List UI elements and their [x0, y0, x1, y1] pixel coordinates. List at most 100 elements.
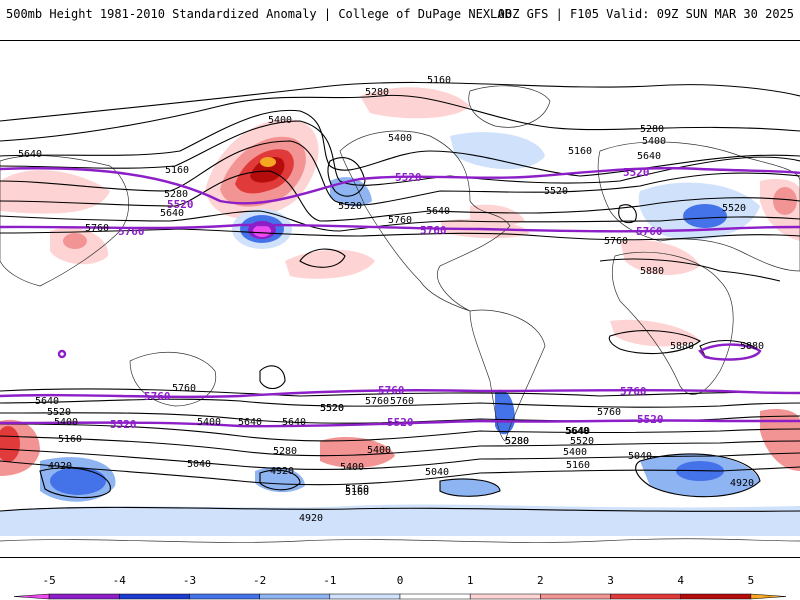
- contour-line: [0, 398, 800, 408]
- model-run-info: 00Z GFS | F105 Valid: 09Z SUN MAR 30 202…: [497, 7, 794, 21]
- colorbar-segment: [259, 593, 331, 600]
- contour-label: 4920: [299, 513, 323, 524]
- contour-label: 5400: [197, 417, 221, 428]
- purple-contour-label: 5760: [378, 384, 405, 397]
- contour-label: 5640: [566, 426, 590, 437]
- contour-label: 4920: [730, 478, 754, 489]
- colorbar-svg: -5 -4 -3 -2 -1 0 1 2 3 4 5: [13, 574, 787, 600]
- anomaly-colorbar: -5 -4 -3 -2 -1 0 1 2 3 4 5: [0, 570, 800, 600]
- height-contours: [0, 81, 800, 512]
- contour-label: 5520: [320, 403, 344, 414]
- contour-label: 5160: [568, 146, 592, 157]
- contour-label: 5640: [160, 208, 184, 219]
- contour-label: 5760: [390, 396, 414, 407]
- contour-label: 5040: [187, 459, 211, 470]
- contour-label: 5160: [165, 165, 189, 176]
- map-title: 500mb Height 1981-2010 Standardized Anom…: [6, 7, 512, 21]
- colorbar-tick-label: 5: [748, 574, 755, 587]
- contour-label: 5400: [268, 115, 292, 126]
- colorbar-tick-label: 3: [607, 574, 614, 587]
- contour-label: 5280: [505, 436, 529, 447]
- purple-contour-label: 5520: [167, 198, 194, 211]
- colorbar-tick-label: 2: [537, 574, 544, 587]
- purple-contour-5520-nh: [0, 166, 800, 205]
- anomaly-positive-pacific-max: [250, 156, 285, 183]
- contour-line: [599, 258, 781, 282]
- contour-label: 5400: [563, 447, 587, 458]
- colorbar-ticks: -5 -4 -3 -2 -1 0 1 2 3 4 5: [42, 574, 754, 587]
- coastline-south-america: [469, 309, 546, 442]
- colorbar-tick-label: 4: [677, 574, 684, 587]
- anomaly-negative-antarctic-west-core: [50, 467, 106, 495]
- colorbar-segment: [189, 593, 260, 600]
- contour-label: 5880: [640, 266, 664, 277]
- purple-contour-label: 5520: [623, 166, 650, 179]
- contour-label: 5280: [164, 189, 188, 200]
- contour-line: [0, 435, 800, 457]
- contour-label: 5400: [388, 133, 412, 144]
- contour-label: 5760: [388, 215, 412, 226]
- map-panel: 5160 5280 5400 5160 5280 5400 5520 5640 …: [0, 40, 800, 558]
- anomaly-positive-africa: [620, 239, 700, 276]
- contour-label: 5640: [18, 149, 42, 160]
- anomaly-map: 5160 5280 5400 5160 5280 5400 5520 5640 …: [0, 75, 800, 543]
- colorbar-tick-label: 0: [397, 574, 404, 587]
- contour-label: 5040: [425, 467, 449, 478]
- contour-line: [299, 248, 346, 268]
- contour-label: 5640: [565, 426, 589, 437]
- purple-contour-label: 5760: [144, 390, 171, 403]
- contour-line: [327, 157, 366, 197]
- coastline-north-america: [339, 130, 511, 312]
- purple-contour-label: 5520: [395, 171, 422, 184]
- contour-line: [0, 170, 800, 222]
- contour-line: [39, 467, 111, 499]
- contour-label: 5280: [365, 87, 389, 98]
- contour-label: 5160: [345, 484, 369, 495]
- contour-label: 5280: [505, 436, 529, 447]
- anomaly-negative-antarctica: [0, 504, 800, 536]
- contour-label: 5280: [640, 124, 664, 135]
- purple-contour-label: 5760: [118, 225, 145, 238]
- colorbar-segment: [13, 593, 50, 600]
- contour-label: 5760: [85, 223, 109, 234]
- anomaly-shading: [0, 87, 800, 536]
- contour-label: 4920: [48, 461, 72, 472]
- anomaly-positive-south-atlantic: [610, 319, 700, 347]
- contour-label: 5520: [47, 407, 71, 418]
- anomaly-positive-south-west-core: [0, 426, 20, 462]
- contour-line: [259, 365, 286, 390]
- contour-label: 5880: [670, 341, 694, 352]
- contour-label: 5760: [597, 407, 621, 418]
- contour-label: 5400: [54, 417, 78, 428]
- contour-line: [635, 453, 761, 498]
- colorbar-segment: [329, 593, 401, 600]
- contour-label-group: 5160 5280 5400 5160 5280 5400 5520 5640 …: [18, 75, 764, 524]
- contour-line: [0, 94, 800, 142]
- colorbar-tick-label: -4: [113, 574, 127, 587]
- colorbar-segment: [680, 593, 752, 600]
- colorbar-tick-label: -5: [42, 574, 55, 587]
- coastline-greenland: [468, 85, 551, 128]
- contour-line: [0, 460, 800, 486]
- contour-line: [0, 412, 800, 424]
- colorbar-segment: [469, 593, 541, 600]
- anomaly-negative-drake: [495, 389, 515, 435]
- purple-contour-label: 5760: [420, 224, 447, 237]
- anomaly-positive-east-asia: [0, 170, 110, 214]
- highlighted-contours: [0, 166, 800, 428]
- purple-label-group: 5520 5760 5520 5760 5520 5760 5760 5520 …: [110, 166, 664, 431]
- contour-label: 5400: [642, 136, 666, 147]
- contour-label: 5520: [338, 201, 362, 212]
- purple-contour-label: 5520: [387, 416, 414, 429]
- anomaly-negative-pacific-4: [253, 225, 271, 237]
- anomaly-negative-europe-core: [683, 204, 727, 228]
- anomaly-negative-north-atlantic: [450, 132, 545, 170]
- contour-line: [608, 330, 702, 355]
- colorbar-tick-label: 1: [467, 574, 474, 587]
- colorbar-tick-label: -2: [253, 574, 266, 587]
- contour-line: [618, 204, 637, 224]
- contour-label: 5640: [35, 396, 59, 407]
- contour-label: 5880: [740, 341, 764, 352]
- purple-contour-label: 5760: [620, 385, 647, 398]
- contour-line: [0, 140, 800, 206]
